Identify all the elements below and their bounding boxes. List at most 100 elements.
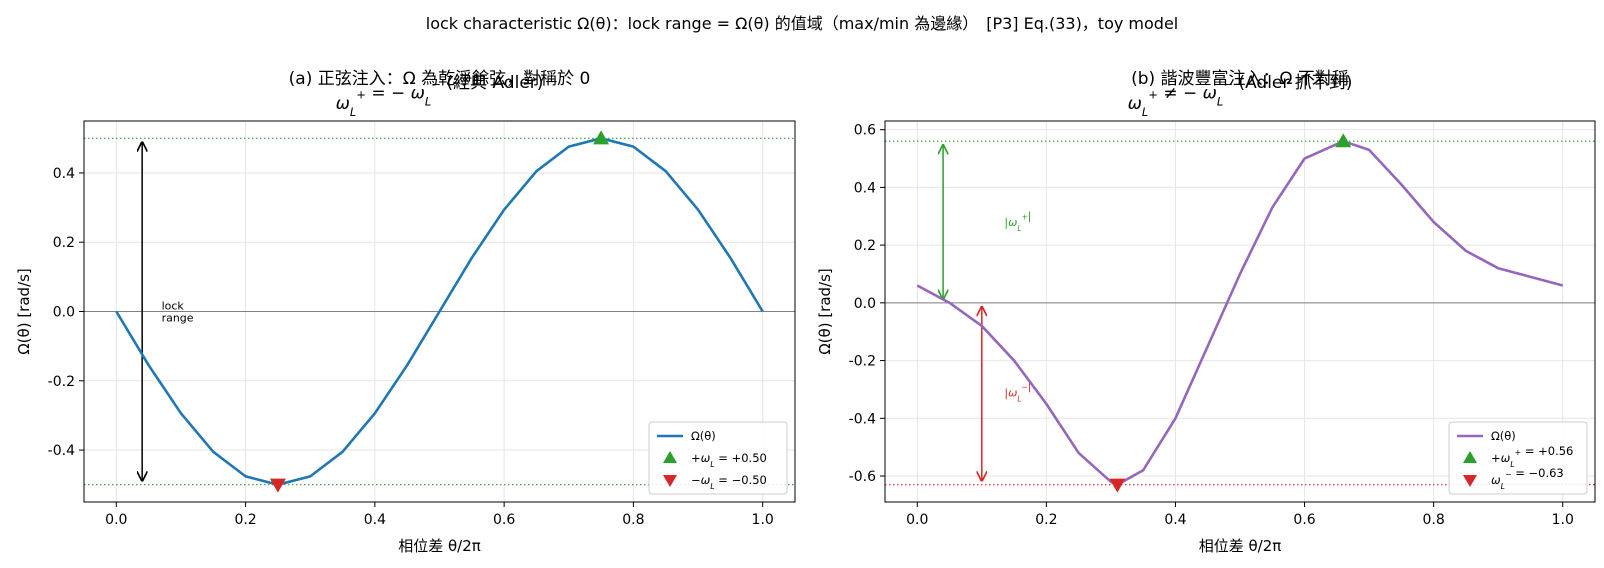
text-part: = − <box>366 84 411 104</box>
panel-a: (a) 正弦注入：Ω 為乾淨餘弦，對稱於 0ωL+ = − ωL− (經典 Ad… <box>15 69 796 555</box>
legend-max-swatch <box>663 451 677 463</box>
omega-symbol: ω <box>1501 451 1511 465</box>
text-part: | <box>1004 216 1008 229</box>
omega-symbol: ω <box>1491 473 1501 487</box>
legend-min-swatch <box>1463 475 1477 487</box>
legend-entry-curve: Ω(θ) <box>1491 429 1516 443</box>
legend-max-swatch <box>1463 451 1477 463</box>
superscript-sign: + <box>1515 448 1522 457</box>
omega-symbol: ω <box>1008 386 1017 399</box>
y-tick-label: -0.4 <box>849 411 876 427</box>
x-tick-label: 0.8 <box>622 512 644 528</box>
x-tick-label: 0.0 <box>105 512 127 528</box>
text-part: = +0.50 <box>715 451 767 465</box>
panel-title-line1: (b) 諧波豐富注入：Ω 不對稱 <box>1131 69 1349 89</box>
min-marker <box>269 478 286 493</box>
superscript-sign: + <box>356 88 366 102</box>
annotation-line: lock <box>162 300 185 313</box>
x-axis-label: 相位差 θ/2π <box>398 537 481 555</box>
annotation-text: |ωL−| <box>1004 380 1031 403</box>
superscript-sign: + <box>1022 212 1028 221</box>
x-tick-label: 0.4 <box>364 512 386 528</box>
omega-symbol: ω <box>336 94 350 114</box>
text-part: + <box>691 451 701 465</box>
superscript-sign: − <box>1505 470 1512 479</box>
y-tick-label: 0.6 <box>854 123 876 139</box>
panel-title-line2: ωL+ = − ωL− (經典 Adler) <box>336 73 544 119</box>
superscript-sign: − <box>1223 77 1233 91</box>
text-part: = −0.63 <box>1512 466 1564 480</box>
text-part: = +0.56 <box>1521 444 1573 458</box>
subscript-l: L <box>350 105 356 119</box>
legend-entry-max: +ωL+ = +0.56 <box>1491 444 1573 469</box>
x-tick-label: 0.8 <box>1423 512 1445 528</box>
y-tick-label: 0.2 <box>53 235 75 251</box>
panel-title-line1: (a) 正弦注入：Ω 為乾淨餘弦，對稱於 0 <box>289 69 591 89</box>
omega-symbol: ω <box>1203 84 1217 104</box>
x-tick-label: 0.6 <box>493 512 515 528</box>
figure-suptitle: lock characteristic Ω(θ)：lock range = Ω(… <box>426 14 1179 33</box>
text-part: lock <box>162 300 185 313</box>
text-part: = −0.50 <box>715 473 767 487</box>
x-tick-label: 0.4 <box>1164 512 1186 528</box>
legend-entry-curve: Ω(θ) <box>691 429 716 443</box>
legend-min-swatch <box>663 475 677 487</box>
y-axis-label: Ω(θ) [rad/s] <box>15 268 33 355</box>
y-tick-label: 0.4 <box>53 166 75 182</box>
superscript-sign: − <box>431 77 441 91</box>
text-part: ≠ − <box>1158 84 1203 104</box>
subscript-l: L <box>710 460 714 469</box>
series-line <box>115 137 764 486</box>
series-line <box>916 139 1564 486</box>
x-tick-label: 0.0 <box>906 512 928 528</box>
y-tick-label: 0.0 <box>854 296 876 312</box>
axes-frame <box>884 120 1596 503</box>
x-tick-label: 0.2 <box>1035 512 1057 528</box>
subscript-l: L <box>1510 460 1514 469</box>
omega-symbol: ω <box>1128 94 1142 114</box>
y-tick-label: 0.4 <box>854 180 876 196</box>
annotation-text: lock range <box>162 300 194 325</box>
x-tick-label: 1.0 <box>752 512 774 528</box>
legend-entry-min: ωL− = −0.63 <box>1491 466 1564 491</box>
subscript-l: L <box>1217 95 1223 109</box>
panel-title-line2: ωL+ ≠ − ωL− (Adler 抓不到) <box>1128 73 1353 119</box>
omega-symbol: ω <box>411 84 425 104</box>
text-part: − <box>691 473 701 487</box>
y-tick-label: -0.6 <box>849 469 876 485</box>
annotation-line: |ωL+| <box>1004 209 1031 232</box>
subscript-l: L <box>710 482 714 491</box>
x-tick-label: 1.0 <box>1552 512 1574 528</box>
legend-entry-max: +ωL = +0.50 <box>691 451 767 469</box>
subscript-l: L <box>1017 394 1021 403</box>
max-marker <box>593 130 610 145</box>
text-part: | <box>1004 386 1008 399</box>
omega-symbol: ω <box>701 473 711 487</box>
text-part: | <box>1028 209 1032 222</box>
y-axis-label: Ω(θ) [rad/s] <box>816 268 834 355</box>
subscript-l: L <box>1142 105 1148 119</box>
legend-entry-min: −ωL = −0.50 <box>691 473 767 491</box>
text-part: (Adler 抓不到) <box>1233 73 1352 93</box>
omega-symbol: ω <box>701 451 711 465</box>
y-tick-label: 0.2 <box>854 238 876 254</box>
y-tick-label: -0.2 <box>48 374 75 390</box>
subscript-l: L <box>1017 224 1021 233</box>
y-tick-label: -0.4 <box>48 443 75 459</box>
text-part: | <box>1028 380 1032 393</box>
x-axis-label: 相位差 θ/2π <box>1199 537 1282 555</box>
superscript-sign: − <box>1022 383 1028 392</box>
text-part: (經典 Adler) <box>441 73 543 93</box>
y-tick-label: -0.2 <box>849 354 876 370</box>
annotation-line: |ωL−| <box>1004 380 1031 403</box>
legend-box <box>1448 421 1588 495</box>
annotation-line: range <box>162 312 194 325</box>
y-tick-label: 0.0 <box>53 305 75 321</box>
annotation-text: |ωL+| <box>1004 209 1031 232</box>
text-part: + <box>1491 451 1501 465</box>
text-part: range <box>162 312 194 325</box>
superscript-sign: + <box>1148 88 1158 102</box>
min-marker <box>1109 478 1126 493</box>
